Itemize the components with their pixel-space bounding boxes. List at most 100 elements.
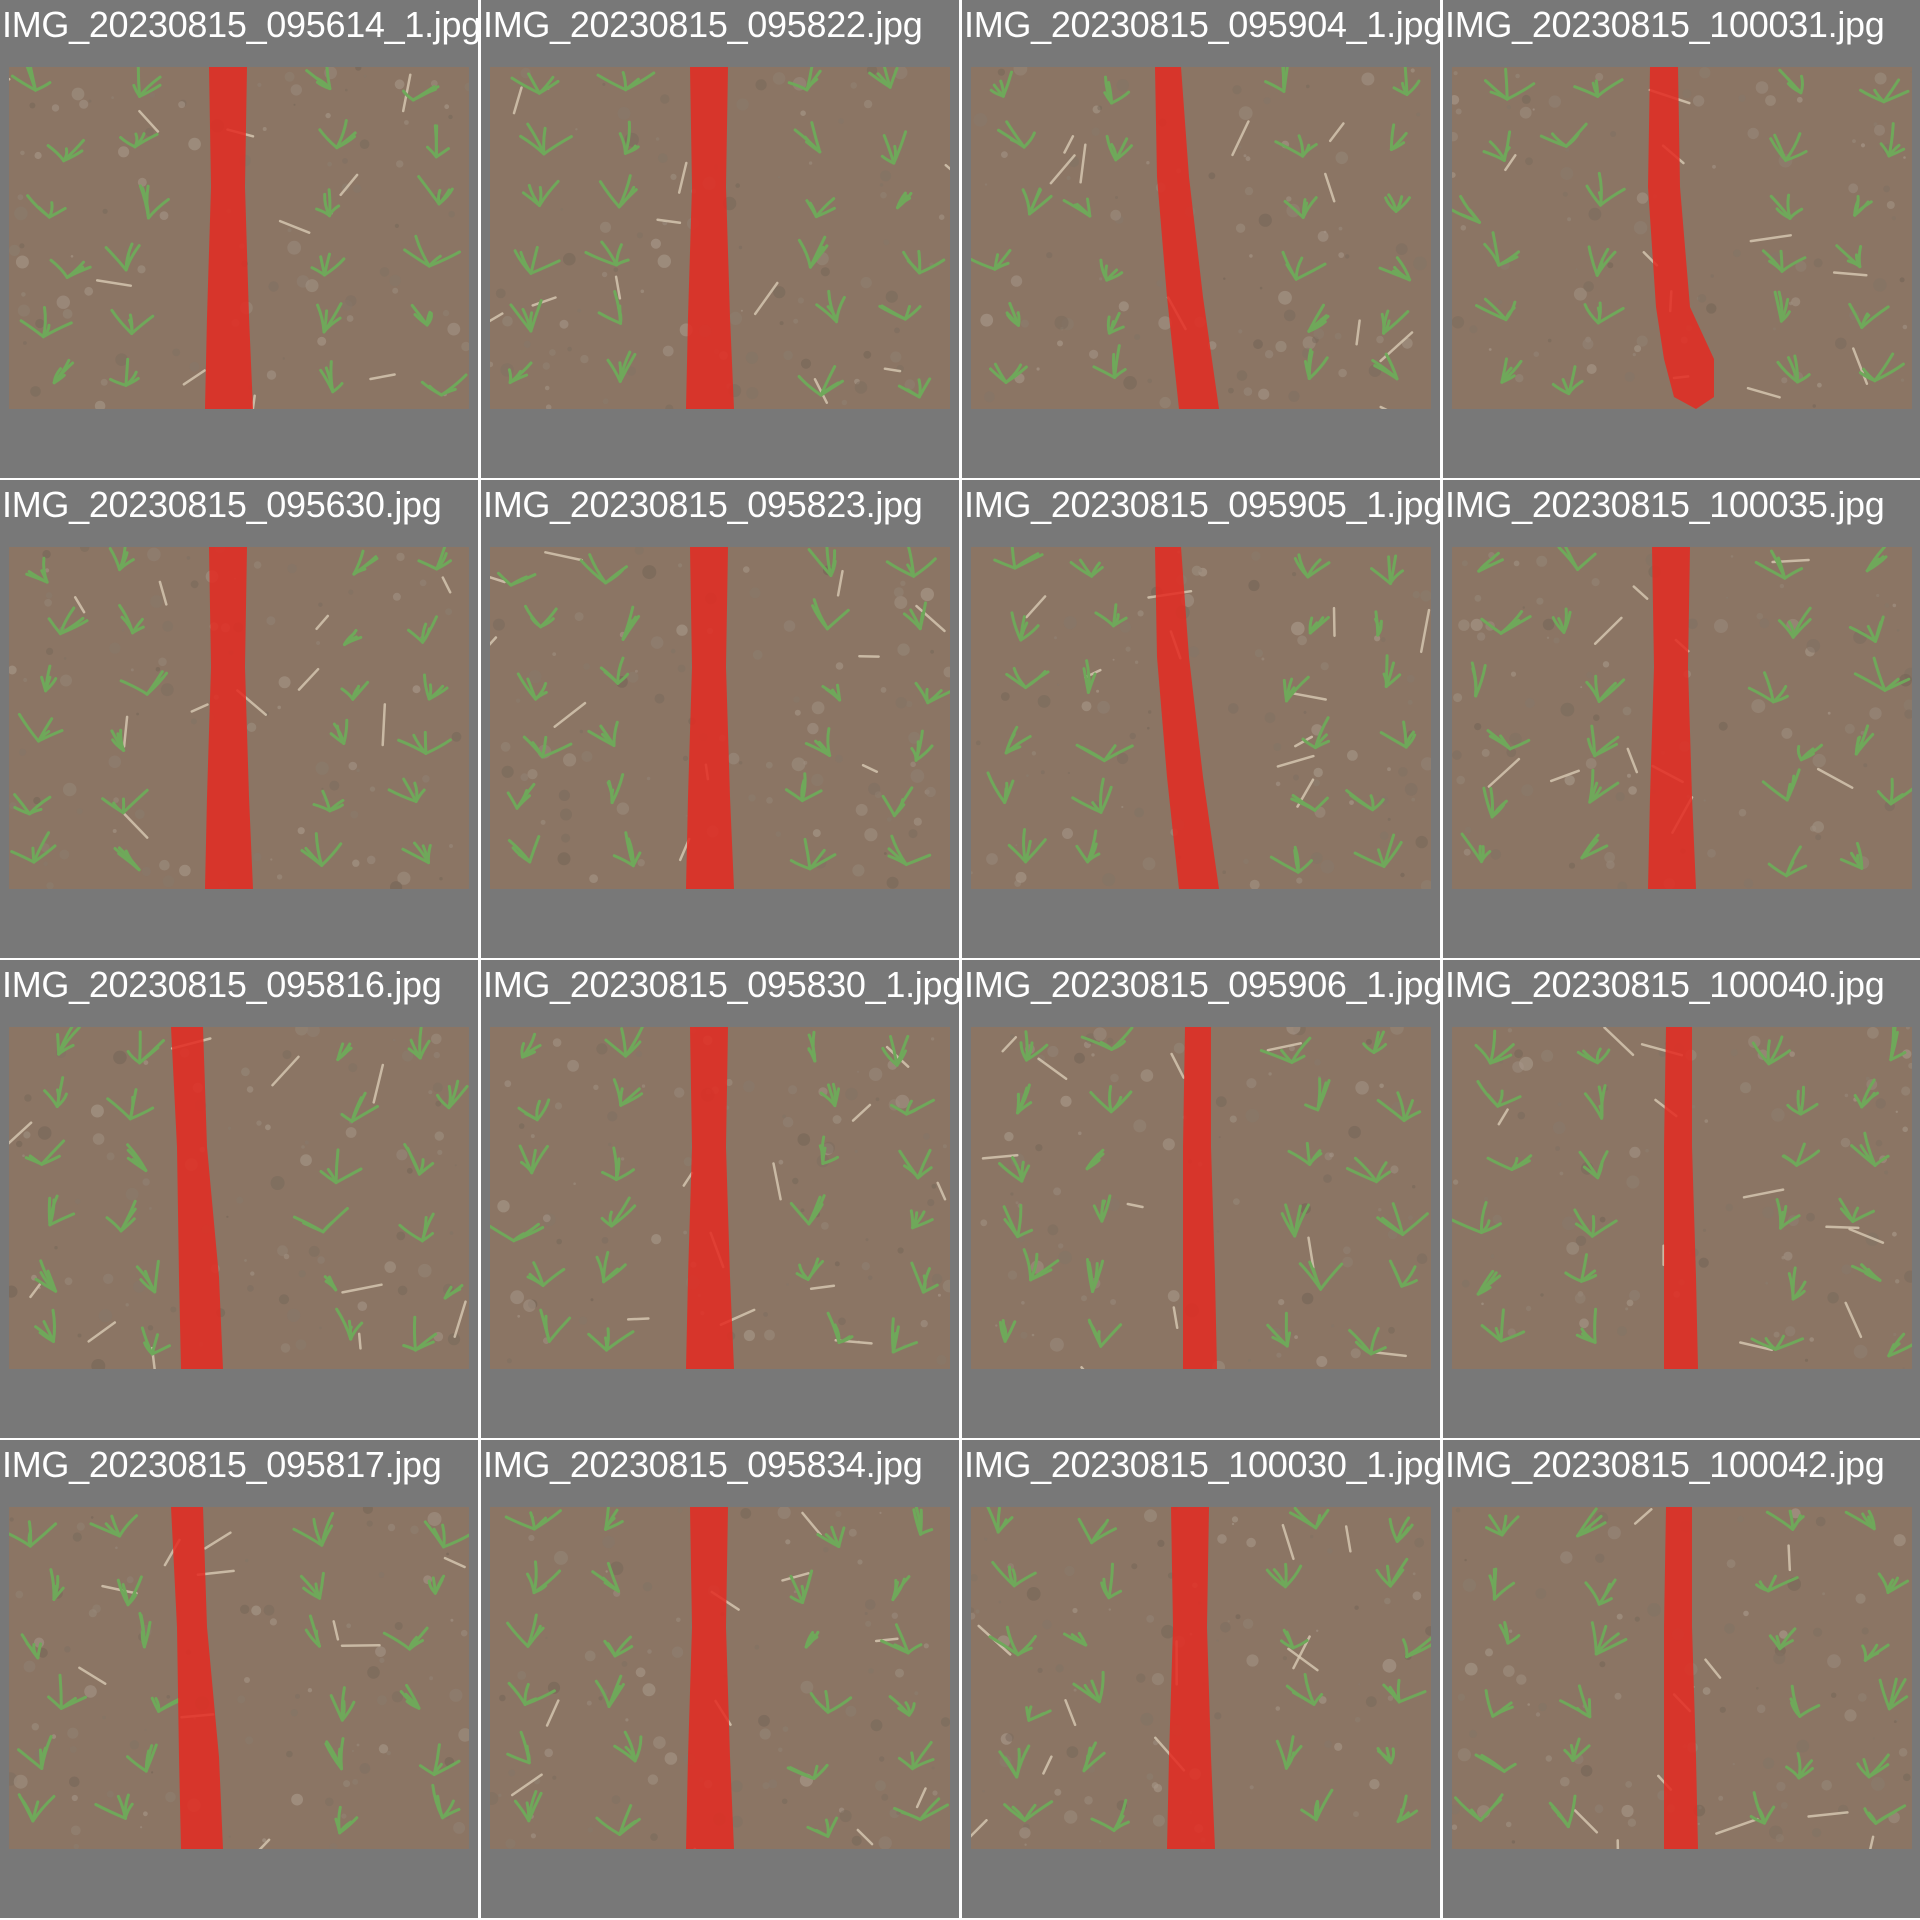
seedling	[119, 670, 168, 696]
grid-tile[interactable]: IMG_20230815_095817.jpg	[0, 1440, 478, 1918]
seedling	[1069, 558, 1104, 578]
photo-canvas	[9, 1507, 469, 1849]
seedling	[507, 1681, 556, 1706]
seedling	[329, 718, 349, 745]
seedling	[108, 547, 135, 572]
seedling	[1853, 656, 1911, 692]
seedling	[998, 1744, 1031, 1779]
seedling	[1777, 606, 1812, 639]
seedling	[1452, 195, 1481, 224]
seedling	[1557, 547, 1597, 571]
seedling	[789, 1569, 814, 1604]
seedling	[1345, 789, 1385, 812]
seedling	[318, 119, 357, 150]
seedling	[1002, 1203, 1034, 1239]
seedling	[506, 1613, 545, 1648]
seedling	[1280, 1628, 1309, 1650]
segmentation-mask	[1664, 1027, 1698, 1369]
seedling	[887, 834, 932, 866]
seedling	[989, 70, 1013, 98]
grid-tile[interactable]: IMG_20230815_095906_1.jpg	[962, 960, 1440, 1438]
photo-canvas	[971, 67, 1431, 409]
seedling	[319, 1148, 363, 1185]
seedling	[431, 1783, 461, 1820]
seedling	[13, 793, 52, 816]
photo-canvas	[9, 1027, 469, 1369]
seedling	[809, 1690, 853, 1714]
field-photo	[971, 1027, 1431, 1369]
grid-tile[interactable]: IMG_20230815_095830_1.jpg	[481, 960, 959, 1438]
seedling	[1005, 666, 1050, 689]
seedling	[418, 1743, 461, 1776]
seedling	[1283, 196, 1318, 219]
seedling	[971, 248, 1012, 271]
segmentation-mask	[1648, 547, 1696, 889]
grid-tile[interactable]: IMG_20230815_095630.jpg	[0, 480, 478, 958]
seedling	[1761, 249, 1807, 273]
seedling	[986, 1507, 1014, 1534]
seedling	[398, 1212, 435, 1243]
seedling	[1092, 1194, 1112, 1223]
seedling	[1484, 1689, 1514, 1718]
seedling	[819, 1082, 841, 1108]
seedling	[1584, 1578, 1617, 1606]
seedling	[335, 1307, 364, 1341]
tile-filename: IMG_20230815_095816.jpg	[2, 964, 442, 1005]
seedling	[436, 1079, 469, 1110]
seedling	[407, 1027, 431, 1060]
seedling	[1298, 1260, 1344, 1291]
seedling	[1789, 1684, 1821, 1718]
seedling	[1280, 1203, 1310, 1238]
grid-tile[interactable]: IMG_20230815_100042.jpg	[1443, 1440, 1920, 1918]
tile-filename: IMG_20230815_100031.jpg	[1445, 4, 1885, 45]
grid-tile[interactable]: IMG_20230815_095905_1.jpg	[962, 480, 1440, 958]
seedling	[1856, 1753, 1890, 1779]
seedling	[784, 772, 823, 803]
seedling	[420, 373, 468, 397]
seedling	[1765, 1509, 1805, 1531]
grid-tile[interactable]: IMG_20230815_095904_1.jpg	[962, 0, 1440, 478]
seedling	[292, 1207, 349, 1234]
seedling	[509, 299, 543, 333]
segmentation-mask	[205, 67, 253, 409]
seedling	[513, 1790, 543, 1823]
grid-tile[interactable]: IMG_20230815_100030_1.jpg	[962, 1440, 1440, 1918]
seedling	[1877, 1572, 1910, 1594]
seedling	[126, 1743, 158, 1773]
seedling	[1382, 654, 1402, 688]
seedling	[497, 571, 537, 587]
seedling	[1269, 845, 1313, 874]
seedling	[998, 1319, 1017, 1343]
seedling	[1480, 610, 1532, 635]
seedling	[507, 835, 541, 864]
grid-tile[interactable]: IMG_20230815_095823.jpg	[481, 480, 959, 958]
grid-tile[interactable]: IMG_20230815_095816.jpg	[0, 960, 478, 1438]
grid-tile[interactable]: IMG_20230815_095822.jpg	[481, 0, 959, 478]
seedling	[1564, 1253, 1598, 1283]
grid-tile[interactable]: IMG_20230815_100040.jpg	[1443, 960, 1920, 1438]
field-photo	[1452, 1507, 1912, 1849]
grid-tile[interactable]: IMG_20230815_100031.jpg	[1443, 0, 1920, 478]
seedling	[897, 377, 932, 399]
seedling	[878, 304, 922, 321]
seedling	[443, 1284, 464, 1300]
seedling	[1586, 724, 1620, 758]
seedling	[1308, 616, 1330, 635]
seedling	[1106, 311, 1125, 335]
tile-filename: IMG_20230815_095822.jpg	[483, 4, 923, 45]
seedling	[1878, 1677, 1909, 1711]
seedling	[1099, 258, 1124, 282]
seedling	[600, 1196, 637, 1228]
seedling	[1388, 1259, 1418, 1288]
seedling	[1861, 1643, 1890, 1662]
grid-tile[interactable]: IMG_20230815_100035.jpg	[1443, 480, 1920, 958]
grid-tile[interactable]: IMG_20230815_095834.jpg	[481, 1440, 959, 1918]
seedling	[891, 1575, 911, 1602]
grid-tile[interactable]: IMG_20230815_095614_1.jpg	[0, 0, 478, 478]
segmentation-mask	[1155, 67, 1219, 409]
seedling	[24, 1139, 66, 1166]
seedling	[43, 1076, 68, 1108]
tile-filename: IMG_20230815_100030_1.jpg	[964, 1444, 1440, 1485]
seedling	[1392, 67, 1421, 96]
seedling	[513, 245, 561, 275]
